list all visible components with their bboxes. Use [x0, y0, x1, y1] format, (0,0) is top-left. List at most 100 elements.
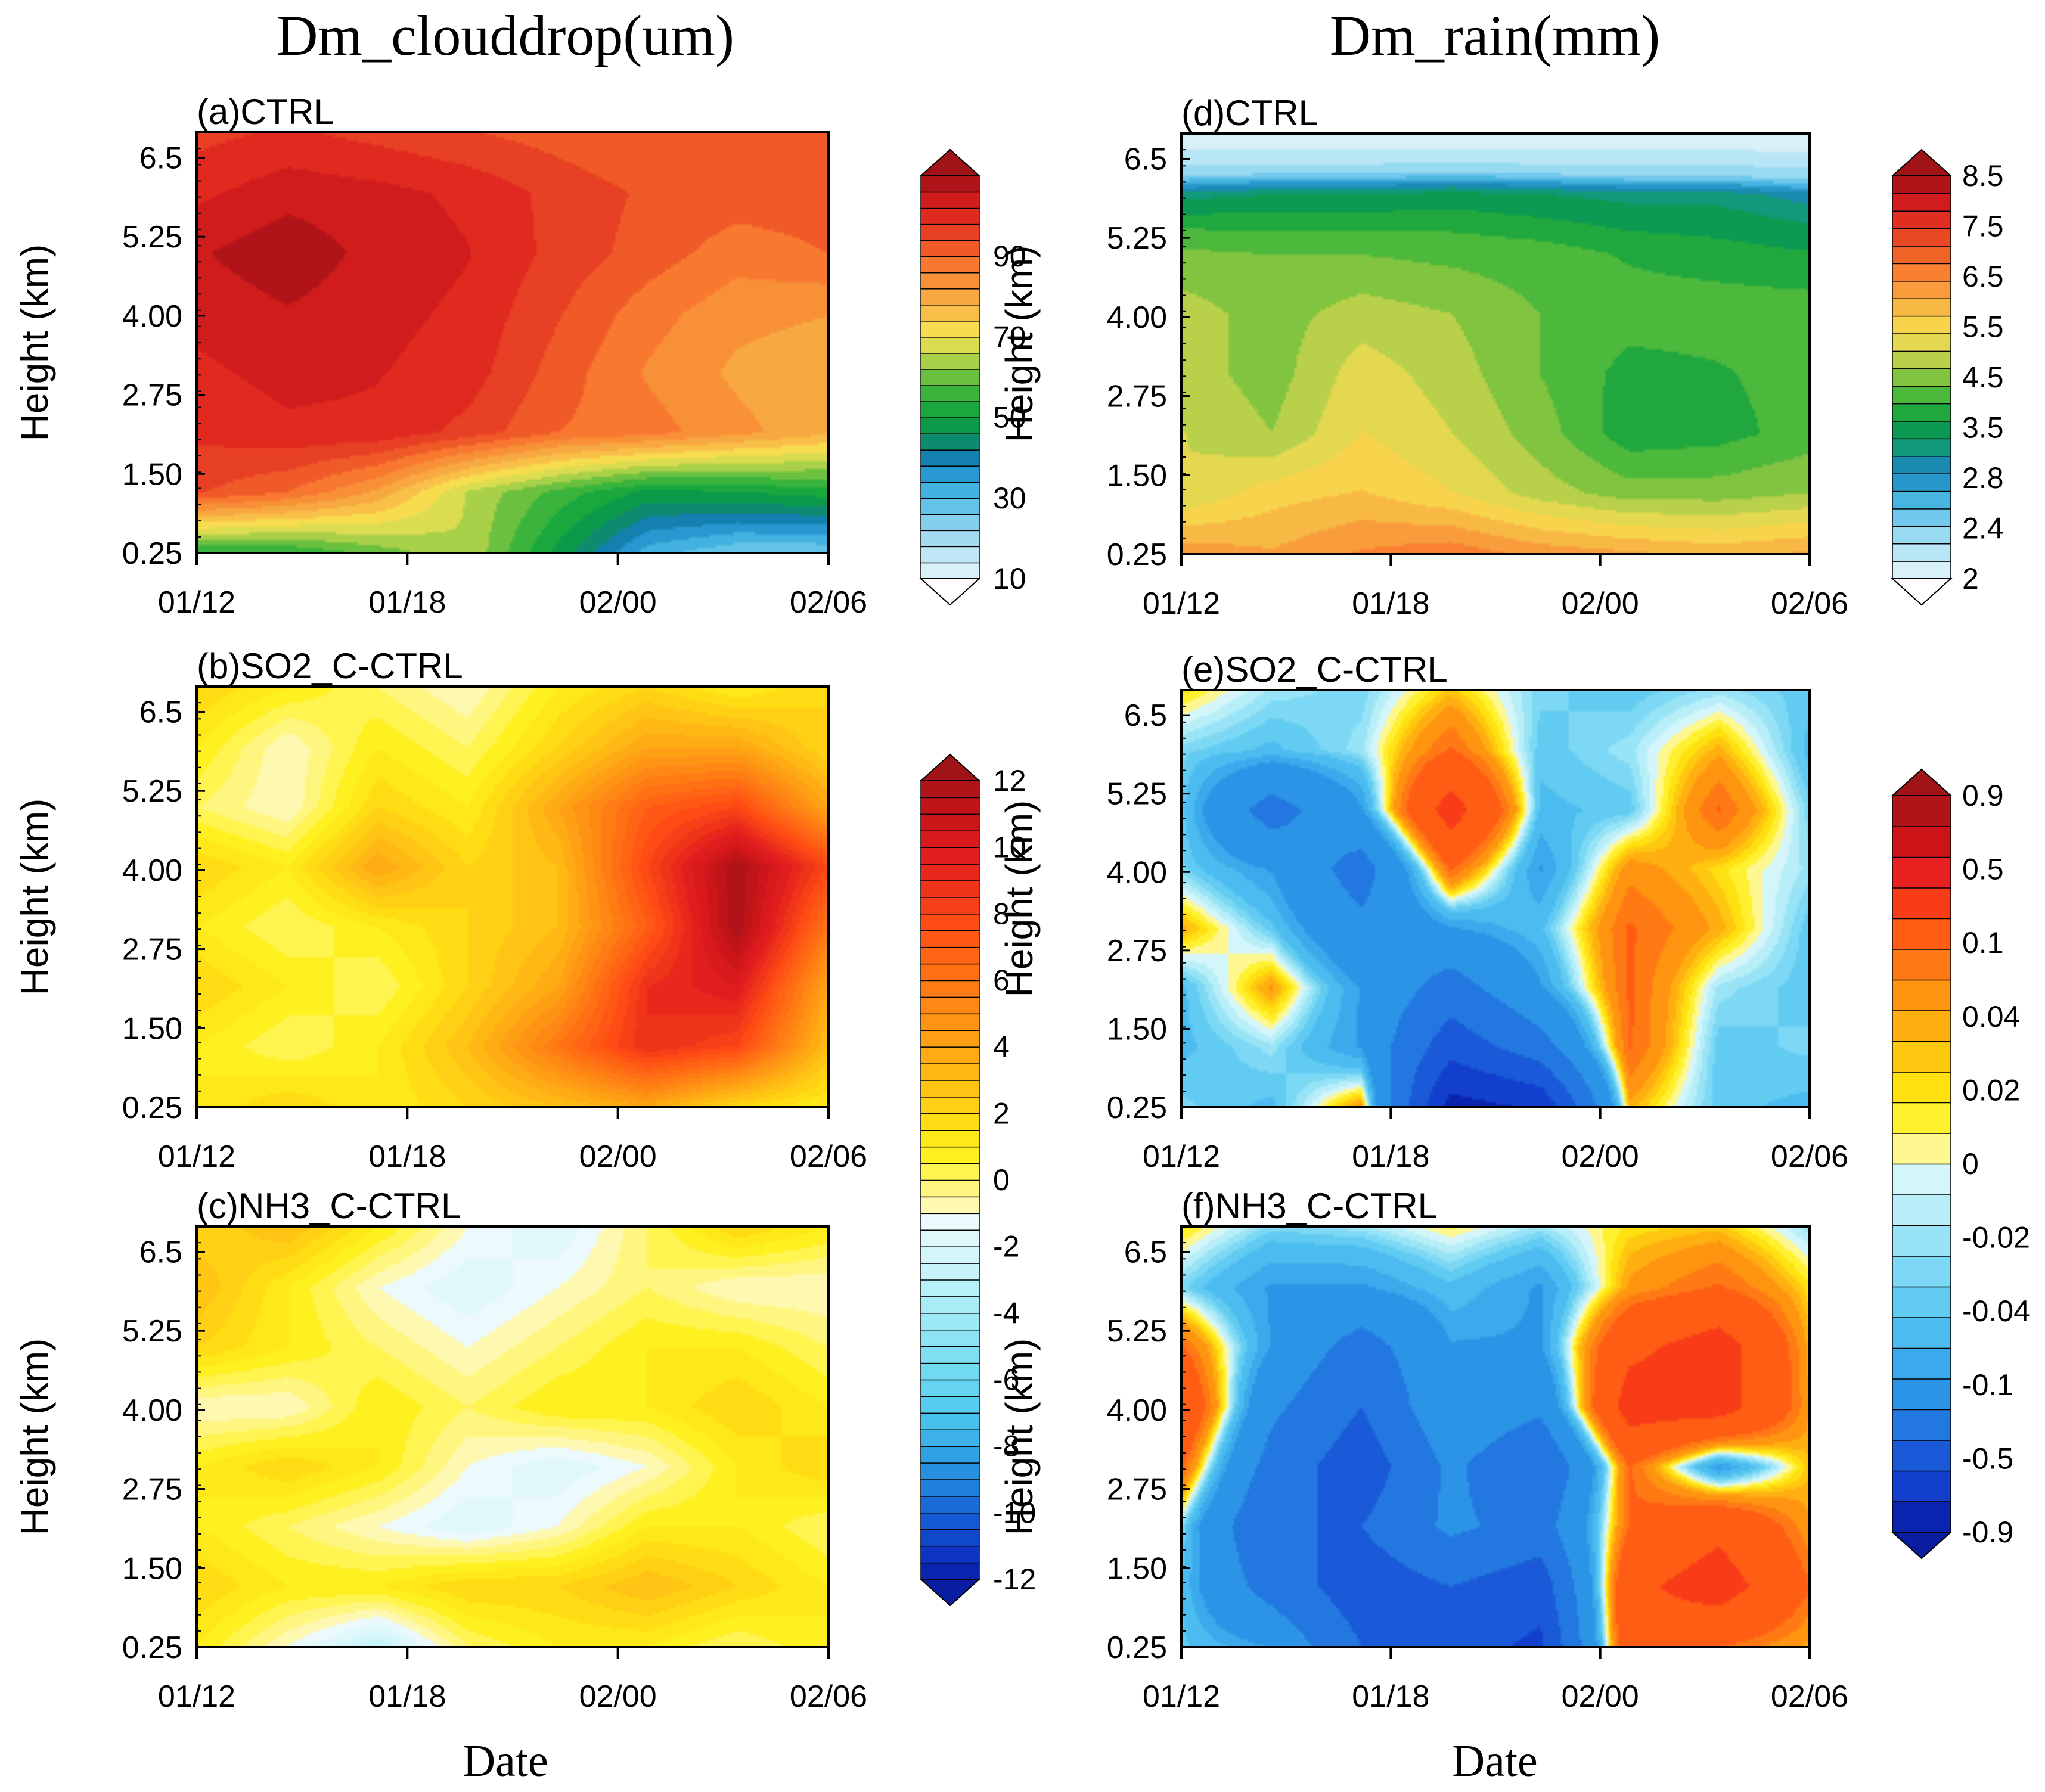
colorbar-swatch [1892, 1439, 1951, 1472]
colorbar-swatch [920, 336, 980, 354]
y-tick-label: 5.25 [122, 220, 182, 254]
colorbar-swatch [1892, 368, 1951, 387]
colorbar-swatch [1892, 455, 1951, 474]
y-tick-label: 0.25 [1107, 538, 1167, 572]
colorbar-arrow-low [1891, 578, 1953, 606]
colorbar-label: 8.5 [1962, 159, 2004, 192]
colorbar-label: 90 [993, 240, 1026, 273]
x-tick-label: 02/00 [579, 1139, 657, 1174]
y-tick-label: 2.75 [1107, 934, 1167, 968]
colorbar-label: 0.5 [1962, 853, 2004, 886]
colorbar-swatch [1892, 508, 1951, 527]
colorbar-swatch [1892, 228, 1951, 247]
colorbar-swatch [920, 1279, 980, 1297]
colorbar-swatch [920, 1013, 980, 1032]
colorbar-swatch [1892, 403, 1951, 422]
colorbar-swatch [920, 1396, 980, 1414]
panel-title: (c)NH3_C-CTRL [197, 1186, 461, 1226]
y-tick-label: 0.25 [122, 1091, 182, 1125]
colorbar-swatch [1892, 1286, 1951, 1318]
colorbar-arrow-low [919, 578, 981, 606]
colorbar-swatch [920, 980, 980, 998]
x-tick-label: 02/00 [579, 1679, 657, 1714]
colorbar-swatch [920, 863, 980, 881]
colorbar-swatch [920, 1495, 980, 1514]
y-tick-label: 6.5 [139, 141, 182, 175]
colorbar-swatch [1892, 1010, 1951, 1042]
colorbar-swatch [920, 1312, 980, 1331]
colorbar-swatch [1892, 1194, 1951, 1226]
x-tick-label: 02/00 [1562, 1139, 1639, 1174]
colorbar-swatch [1892, 795, 1951, 827]
colorbar-swatch [920, 1113, 980, 1131]
panel-d-ctrl-rain: (d)CTRL 0.25 1.50 2.75 4.00 5.25 6.5 Height (km… [998, 93, 1848, 621]
colorbar-swatch [920, 240, 980, 257]
colorbar-swatch [920, 288, 980, 306]
x-tick-label: 01/12 [158, 585, 235, 620]
x-tick-label: 02/06 [790, 585, 867, 620]
colorbar-label: 4 [993, 1030, 1010, 1064]
y-tick-label: 2.75 [1107, 1473, 1167, 1507]
colorbar-swatch [920, 1030, 980, 1048]
colorbar-swatch [920, 352, 980, 370]
y-tick-label: 6.5 [1124, 1235, 1167, 1269]
panel-title: (d)CTRL [1181, 93, 1318, 133]
colorbar-swatch [920, 1229, 980, 1247]
colorbar-label: -0.1 [1962, 1368, 2013, 1402]
colorbar-label: 0.9 [1962, 779, 2004, 812]
colorbar-swatch [920, 1213, 980, 1231]
y-tick-label: 5.25 [1107, 1314, 1167, 1349]
colorbar-label: 12 [993, 764, 1026, 797]
colorbar-swatch [920, 1329, 980, 1347]
y-tick-label: 4.00 [1107, 300, 1167, 335]
colorbar-swatch [920, 207, 980, 225]
colorbar-swatch [920, 400, 980, 418]
colorbar-swatch [1892, 526, 1951, 545]
colorbar-swatch [1892, 490, 1951, 510]
colorbar-swatch [920, 482, 980, 499]
colorbar-swatch [920, 175, 980, 193]
y-tick-label: 0.25 [122, 536, 182, 571]
colorbar-swatch [920, 449, 980, 467]
y-tick-label: 4.00 [122, 299, 182, 334]
colorbar-swatch [920, 846, 980, 865]
x-tick-label: 01/18 [1352, 1679, 1429, 1714]
colorbar-swatch [920, 530, 980, 548]
colorbar-label: 2.4 [1962, 512, 2004, 545]
x-tick-label: 01/18 [1352, 586, 1429, 621]
y-tick-label: 0.25 [1107, 1091, 1167, 1125]
y-tick-label: 2.75 [122, 378, 182, 413]
colorbar-swatch [1892, 350, 1951, 369]
colorbar-swatch [920, 797, 980, 815]
colorbar-swatch [1892, 1501, 1951, 1533]
colorbar-label: 2 [1962, 562, 1979, 595]
x-tick-label: 02/06 [1771, 586, 1848, 621]
colorbar-arrow-low [919, 1579, 981, 1607]
colorbar-swatch [920, 830, 980, 848]
y-tick-label: 6.5 [139, 1235, 182, 1269]
colorbar-swatch [920, 1046, 980, 1064]
colorbar-label: 6.5 [1962, 260, 2004, 293]
colorbar-swatch [1892, 315, 1951, 334]
x-axis-label-left: Date [463, 1736, 548, 1786]
colorbar-swatch [1892, 1041, 1951, 1073]
x-tick-label: 02/06 [1771, 1139, 1848, 1174]
x-tick-label: 01/18 [368, 585, 446, 620]
colorbar-swatch [1892, 918, 1951, 950]
y-tick-label: 2.75 [122, 933, 182, 967]
colorbar-label: 5.5 [1962, 310, 2004, 344]
colorbar-swatch [920, 1562, 980, 1580]
x-tick-label: 01/18 [368, 1139, 446, 1174]
colorbar-label: -12 [993, 1563, 1036, 1596]
colorbar-swatch [1892, 245, 1951, 265]
colorbar-swatch [920, 1079, 980, 1098]
colorbar-swatch [920, 514, 980, 532]
colorbar-swatch [920, 320, 980, 338]
colorbar-swatch [920, 1462, 980, 1480]
colorbar-swatch [1892, 1316, 1951, 1349]
colorbar-swatch [920, 1262, 980, 1281]
colorbar-swatch [1892, 1071, 1951, 1104]
colorbar-swatch [920, 1479, 980, 1497]
colorbar-swatch [920, 896, 980, 915]
